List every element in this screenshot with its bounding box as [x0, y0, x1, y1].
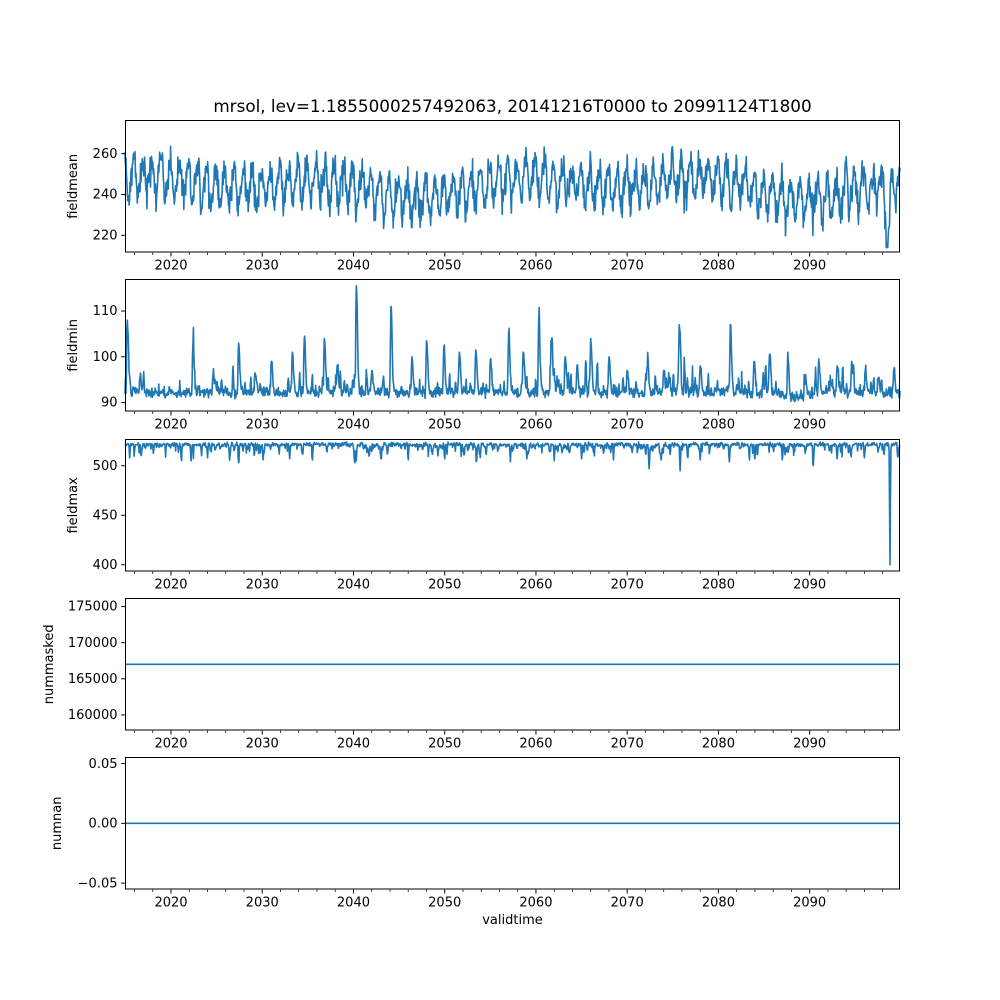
x-tick-label: 2090 — [793, 418, 826, 433]
plot-panel-fieldmax: 2020 2030 2040 2050 2060 2070 2080 2090 400 450 50… — [66, 438, 901, 592]
y-tick-label: 165000 — [68, 672, 118, 687]
y-tick-label: 160000 — [68, 708, 118, 723]
y-tick-label: 100 — [93, 350, 118, 365]
y-tick-label: 450 — [93, 508, 118, 523]
plot-panel-numnan: 2020 2030 2040 2050 2060 2070 2080 2090 −0.05 0.0… — [50, 757, 900, 911]
x-tick-label: 2020 — [154, 577, 187, 592]
x-tick-label: 2050 — [428, 418, 461, 433]
x-tick-label: 2050 — [428, 737, 461, 752]
y-axis-label-fieldmax: fieldmax — [66, 476, 81, 533]
y-tick-label: 500 — [93, 458, 118, 473]
axes-frame — [125, 438, 900, 572]
x-tick-label: 2060 — [519, 737, 552, 752]
x-tick-label: 2090 — [793, 896, 826, 911]
axes-frame — [125, 757, 900, 890]
y-tick-label: 260 — [93, 147, 118, 162]
y-tick-label: 0.00 — [89, 817, 118, 832]
x-tick-label: 2080 — [702, 896, 735, 911]
x-tick-label: 2060 — [519, 896, 552, 911]
axes-frame — [125, 120, 900, 253]
x-tick-label: 2080 — [702, 577, 735, 592]
x-tick-label: 2040 — [337, 896, 370, 911]
axes-frame — [125, 279, 900, 412]
x-tick-label: 2040 — [337, 418, 370, 433]
x-axis-label: validtime — [482, 913, 543, 928]
x-tick-label: 2090 — [793, 259, 826, 274]
x-tick-label: 2070 — [611, 577, 644, 592]
x-tick-label: 2060 — [519, 577, 552, 592]
x-tick-label: 2040 — [337, 259, 370, 274]
series-line-fieldmean — [124, 145, 901, 249]
x-tick-label: 2030 — [246, 577, 279, 592]
x-tick-label: 2090 — [793, 577, 826, 592]
y-tick-label: 90 — [101, 396, 118, 411]
series-line-fieldmin — [124, 285, 901, 403]
y-tick-label: 0.05 — [89, 757, 118, 772]
chart-title: mrsol, lev=1.1855000257492063, 20141216T… — [213, 96, 812, 116]
y-tick-label: 220 — [93, 229, 118, 244]
x-tick-label: 2080 — [702, 737, 735, 752]
x-tick-label: 2060 — [519, 418, 552, 433]
x-tick-label: 2070 — [611, 259, 644, 274]
plot-panel-fieldmean: 2020 2030 2040 2050 2060 2070 2080 2090 220 240 26… — [66, 120, 901, 274]
x-tick-label: 2070 — [611, 896, 644, 911]
y-axis-label-nummasked: nummasked — [42, 624, 57, 704]
axes-frame — [125, 597, 900, 731]
x-tick-label: 2020 — [154, 259, 187, 274]
y-tick-label: 110 — [93, 304, 118, 319]
x-tick-label: 2020 — [154, 418, 187, 433]
y-tick-label: −0.05 — [78, 876, 118, 891]
y-axis-label-fieldmean: fieldmean — [66, 154, 81, 219]
x-tick-label: 2020 — [154, 737, 187, 752]
x-tick-label: 2050 — [428, 259, 461, 274]
y-tick-label: 170000 — [68, 636, 118, 651]
y-axis-label-numnan: numnan — [50, 797, 65, 851]
x-tick-label: 2090 — [793, 737, 826, 752]
y-axis-label-fieldmin: fieldmin — [66, 319, 81, 372]
x-tick-label: 2030 — [246, 896, 279, 911]
y-tick-label: 175000 — [68, 600, 118, 615]
x-tick-label: 2030 — [246, 737, 279, 752]
x-tick-label: 2030 — [246, 259, 279, 274]
y-tick-label: 400 — [93, 558, 118, 573]
x-tick-label: 2050 — [428, 896, 461, 911]
y-tick-label: 240 — [93, 188, 118, 203]
x-tick-label: 2060 — [519, 259, 552, 274]
x-tick-label: 2020 — [154, 896, 187, 911]
x-tick-label: 2080 — [702, 418, 735, 433]
x-tick-label: 2040 — [337, 737, 370, 752]
plot-panel-nummasked: 2020 2030 2040 2050 2060 2070 2080 2090 160000 16… — [42, 597, 900, 752]
plot-panel-fieldmin: 2020 2030 2040 2050 2060 2070 2080 2090 90 100 110… — [66, 279, 901, 433]
x-tick-label: 2030 — [246, 418, 279, 433]
series-line-fieldmax — [124, 440, 901, 566]
x-tick-label: 2080 — [702, 259, 735, 274]
x-tick-label: 2040 — [337, 577, 370, 592]
x-tick-label: 2070 — [611, 418, 644, 433]
x-tick-label: 2050 — [428, 577, 461, 592]
x-tick-label: 2070 — [611, 737, 644, 752]
